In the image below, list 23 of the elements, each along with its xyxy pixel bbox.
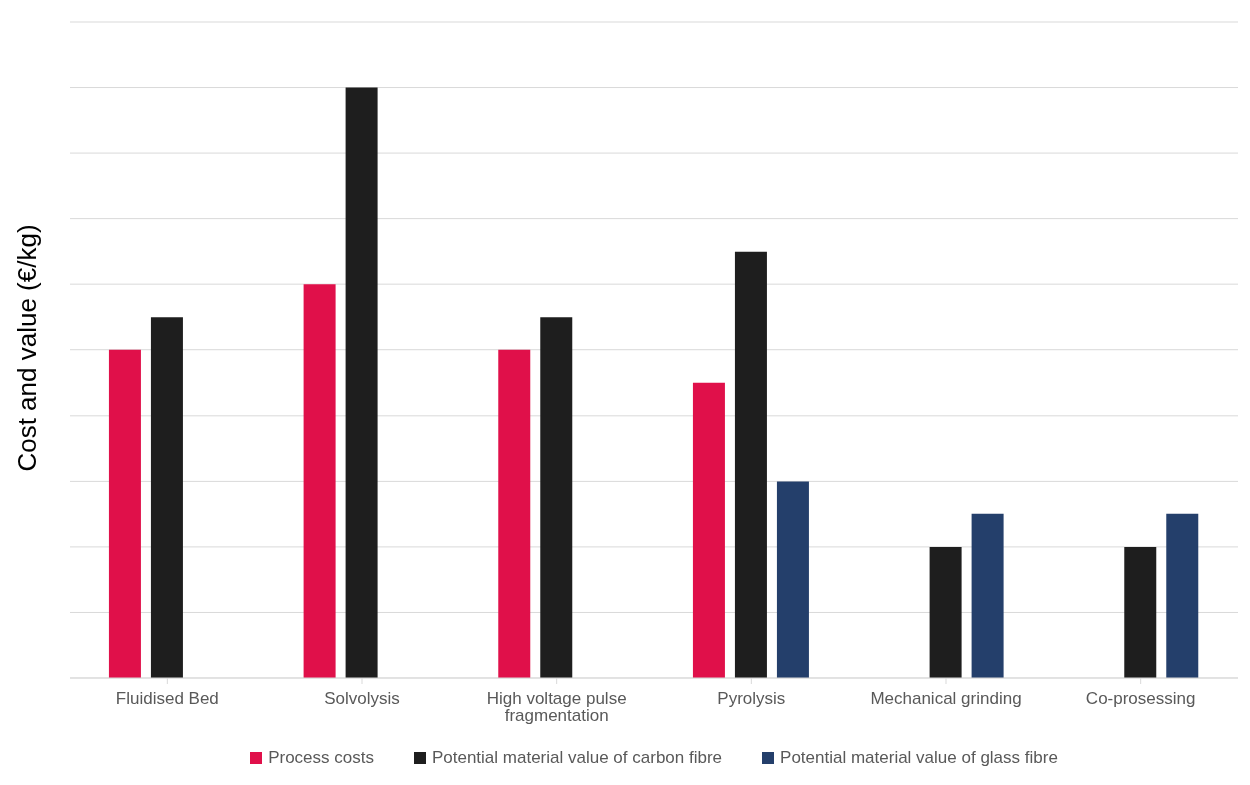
- bar: [776, 481, 809, 678]
- legend-label: Potential material value of glass fibre: [779, 748, 1058, 768]
- x-tick-label: Mechanical grinding: [870, 689, 1022, 709]
- bar: [345, 87, 378, 678]
- x-tick-label: High voltage pulse fragmentation: [486, 689, 627, 726]
- legend-label: Potential material value of carbon fibre: [430, 748, 723, 768]
- legend-label: Process costs: [267, 748, 374, 768]
- x-tick-label: Co-prosessing: [1085, 689, 1196, 709]
- bar: [692, 382, 725, 678]
- bar: [1166, 513, 1199, 678]
- x-tick-label: Fluidised Bed: [115, 689, 219, 709]
- y-axis-title: Cost and value (€/kg): [12, 224, 42, 472]
- bar: [498, 349, 531, 678]
- bar: [1124, 546, 1157, 678]
- bar: [303, 284, 336, 678]
- x-tick-label: Pyrolysis: [717, 689, 786, 709]
- bar: [929, 546, 962, 678]
- bar: [150, 317, 183, 678]
- bar: [734, 251, 767, 678]
- bar: [540, 317, 573, 678]
- bar: [971, 513, 1004, 678]
- x-tick-label: Solvolysis: [324, 689, 400, 709]
- bar: [108, 349, 141, 678]
